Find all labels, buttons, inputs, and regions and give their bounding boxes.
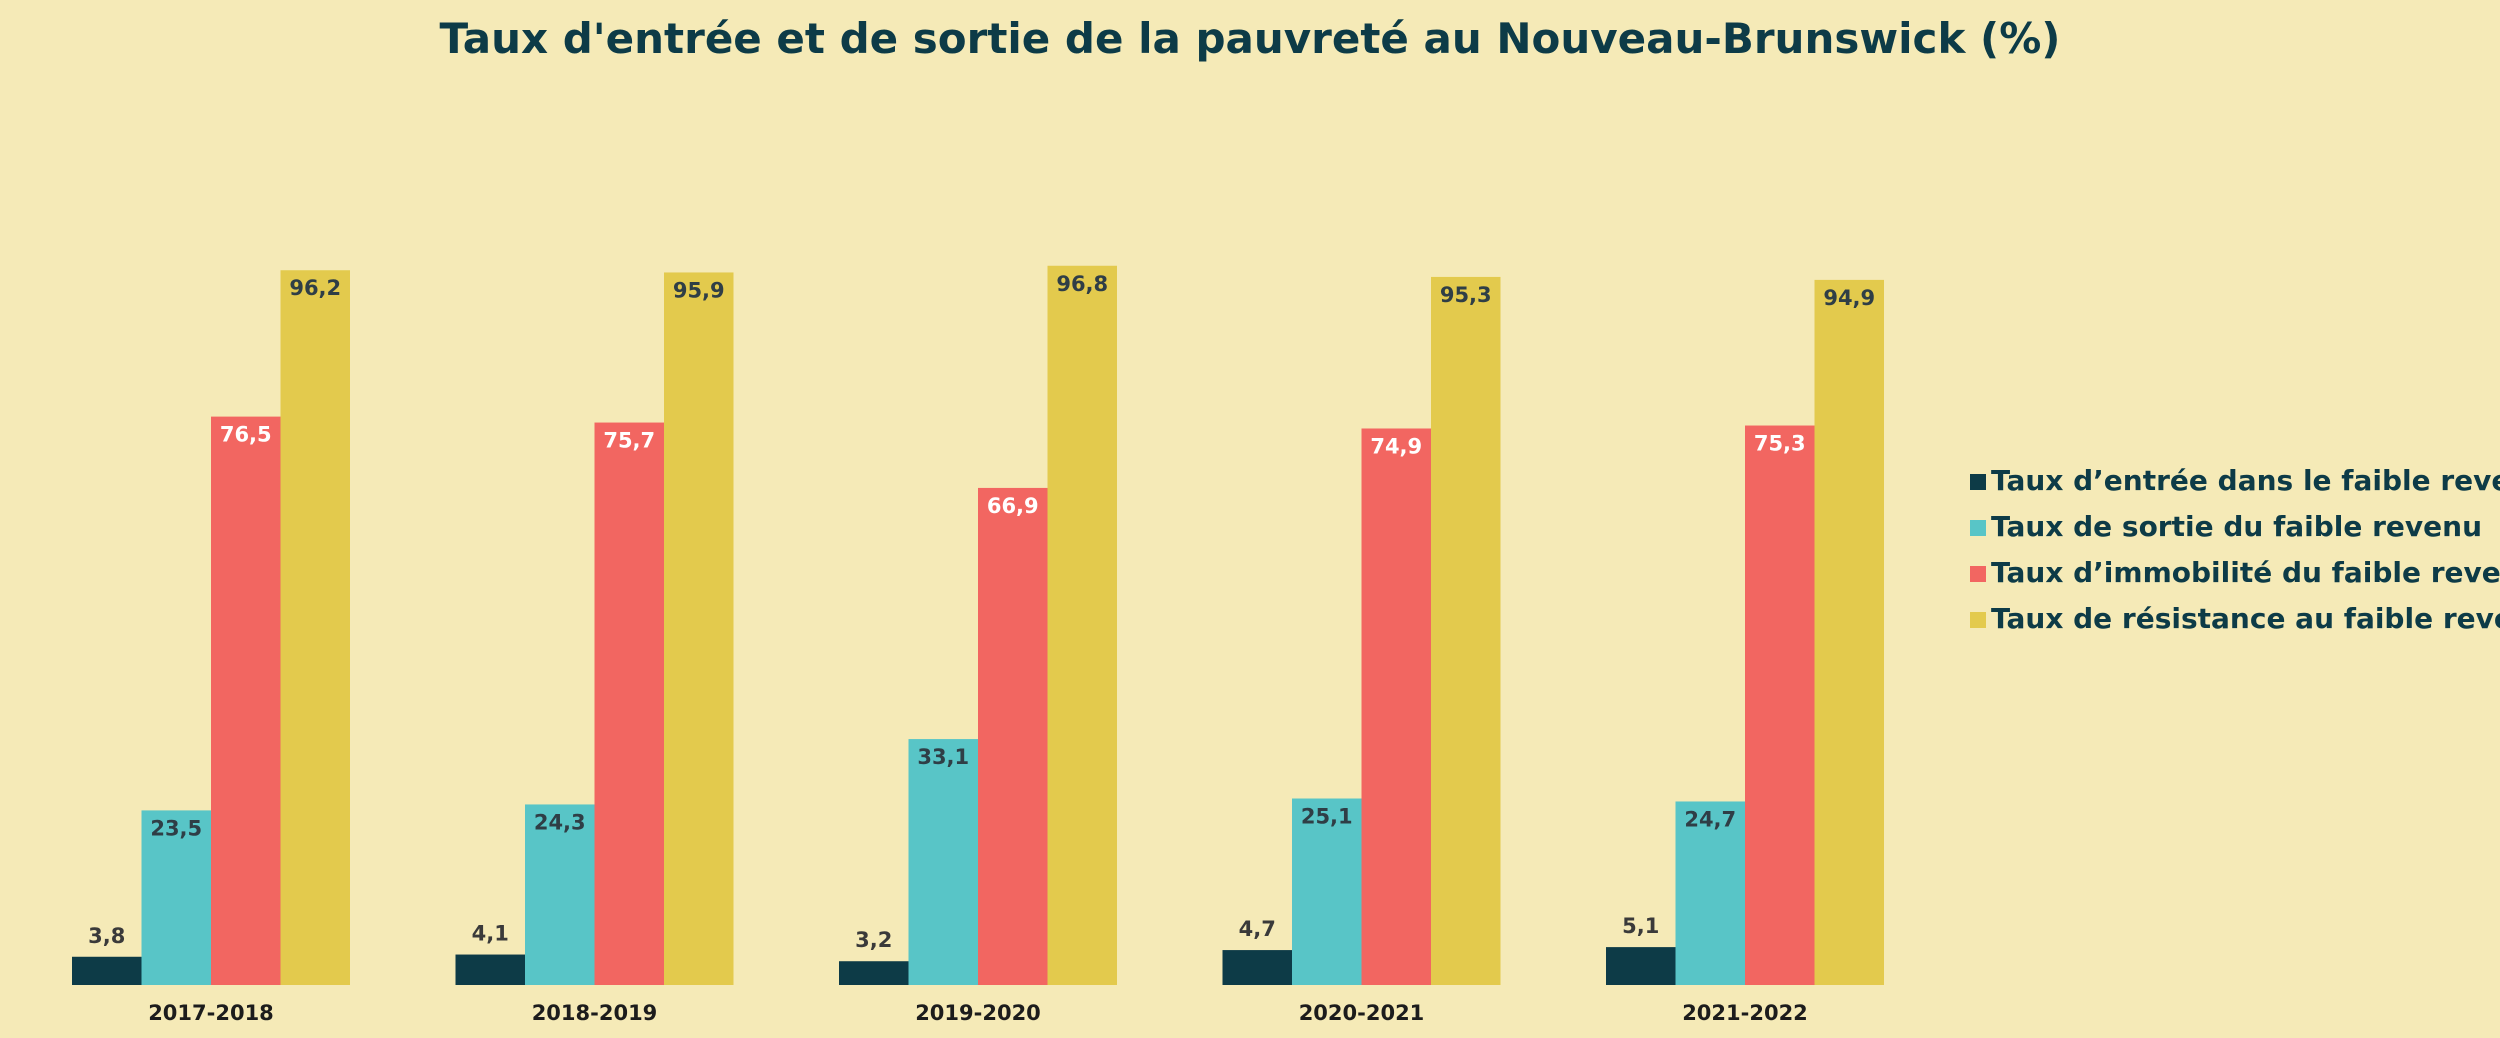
data-label-s1-c0: 23,5 [150,816,202,840]
data-label-s2-c4: 75,3 [1754,432,1806,456]
bar-s2-c3 [1361,428,1431,985]
data-label-s2-c0: 76,5 [220,423,272,447]
bar-s3-c0 [280,270,350,985]
bar-s3-c3 [1431,276,1501,985]
legend-label-1[interactable]: Taux de sortie du faible revenu [1991,510,2482,543]
legend-swatch-2 [1970,566,1986,582]
data-label-s0-c4: 5,1 [1622,914,1659,938]
bar-s0-c1 [455,954,525,985]
bar-s0-c2 [839,961,909,985]
chart-title: Taux d'entrée et de sortie de la pauvret… [440,14,2061,63]
data-label-s0-c2: 3,2 [855,928,892,952]
legend-label-2[interactable]: Taux d’immobilité du faible revenu [1991,556,2500,589]
category-label-2: 2019-2020 [915,1001,1041,1025]
category-label-3: 2020-2021 [1299,1001,1425,1025]
data-label-s0-c1: 4,1 [472,922,509,946]
legend-swatch-1 [1970,520,1986,536]
data-label-s1-c1: 24,3 [534,810,586,834]
bar-s3-c1 [664,272,734,985]
legend-label-3[interactable]: Taux de résistance au faible revenu [1991,602,2500,635]
category-label-1: 2018-2019 [532,1001,658,1025]
bar-s1-c1 [525,804,595,985]
bars-group: 3,8 23,5 76,5 96,2 4,1 24,3 75,7 95,9 3,2 33,1 66,… [72,265,1884,986]
bar-s0-c4 [1606,947,1676,985]
bar-s2-c1 [594,422,664,985]
bar-s1-c3 [1292,798,1362,985]
data-label-s1-c4: 24,7 [1684,807,1736,831]
data-label-s3-c0: 96,2 [289,276,341,300]
bar-s0-c0 [72,956,142,985]
data-label-s1-c3: 25,1 [1301,805,1353,829]
data-label-s1-c2: 33,1 [917,745,969,769]
bar-s2-c2 [978,487,1048,985]
bar-s0-c3 [1222,950,1292,985]
data-label-s2-c2: 66,9 [987,494,1039,518]
data-label-s2-c1: 75,7 [603,429,655,453]
legend[interactable]: Taux d’entrée dans le faible revenu Taux … [1970,464,2500,635]
bar-s3-c4 [1814,279,1884,985]
data-label-s2-c3: 74,9 [1370,434,1422,458]
data-label-s3-c4: 94,9 [1823,286,1875,310]
legend-label-0[interactable]: Taux d’entrée dans le faible revenu [1991,464,2500,497]
data-label-s0-c3: 4,7 [1239,917,1276,941]
data-label-s3-c1: 95,9 [673,278,725,302]
bar-s1-c0 [141,810,211,985]
bar-s2-c4 [1745,425,1815,985]
data-label-s3-c2: 96,8 [1056,272,1108,296]
bar-s2-c0 [211,416,281,986]
data-label-s3-c3: 95,3 [1440,283,1492,307]
category-label-4: 2021-2022 [1682,1001,1808,1025]
category-labels: 2017-2018 2018-2019 2019-2020 2020-2021 2021… [148,1001,1808,1025]
category-label-0: 2017-2018 [148,1001,274,1025]
bar-s1-c2 [908,739,978,985]
data-label-s0-c0: 3,8 [88,924,125,948]
legend-swatch-0 [1970,474,1986,490]
legend-swatch-3 [1970,612,1986,628]
bar-s1-c4 [1675,801,1745,985]
bar-s3-c2 [1047,265,1117,985]
